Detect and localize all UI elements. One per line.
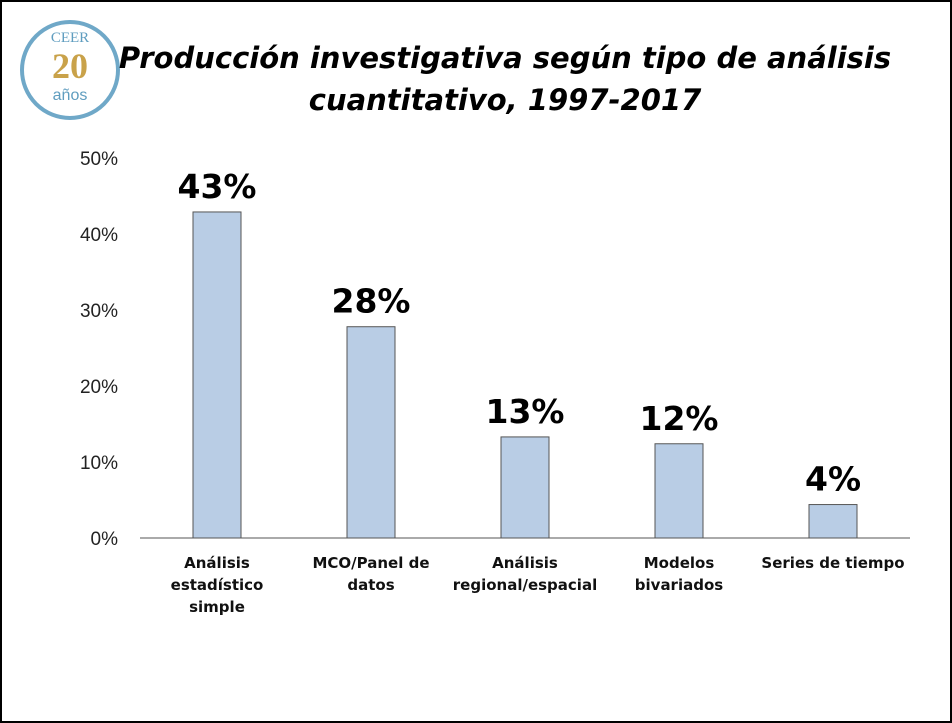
chart-title: cuantitativo, 1997-2017: [309, 83, 702, 117]
x-tick-label: MCO/Panel de datos: [312, 554, 430, 594]
y-tick-label: 10%: [80, 453, 118, 474]
data-label: 13%: [486, 392, 565, 431]
logo-number: 20: [52, 46, 88, 86]
data-label: 12%: [640, 399, 719, 438]
x-tick-label: Modelos bivariados: [634, 554, 724, 594]
bar: [654, 443, 704, 539]
data-label: 4%: [805, 460, 861, 499]
chart-title: Producción investigativa según tipo de a…: [119, 41, 891, 75]
logo-top: CEER: [51, 30, 89, 46]
y-tick-label: 30%: [80, 301, 118, 322]
bar: [500, 436, 550, 539]
y-tick-label: 40%: [80, 225, 118, 246]
bar: [192, 211, 242, 539]
logo-bottom: años: [53, 87, 88, 104]
x-tick-label: Análisis estadístico simple: [170, 554, 264, 616]
y-tick-label: 0%: [91, 529, 119, 550]
logo-ring: [20, 20, 120, 120]
bar: [346, 326, 396, 539]
x-tick-label: Análisis regional/espacial: [452, 554, 598, 594]
x-tick-label: Series de tiempo: [761, 554, 905, 572]
y-tick-label: 20%: [80, 377, 118, 398]
logo: CEER 20 años: [20, 20, 120, 120]
bar: [808, 504, 858, 539]
data-label: 28%: [332, 282, 411, 321]
data-label: 43%: [178, 167, 257, 206]
y-tick-label: 50%: [80, 149, 118, 170]
